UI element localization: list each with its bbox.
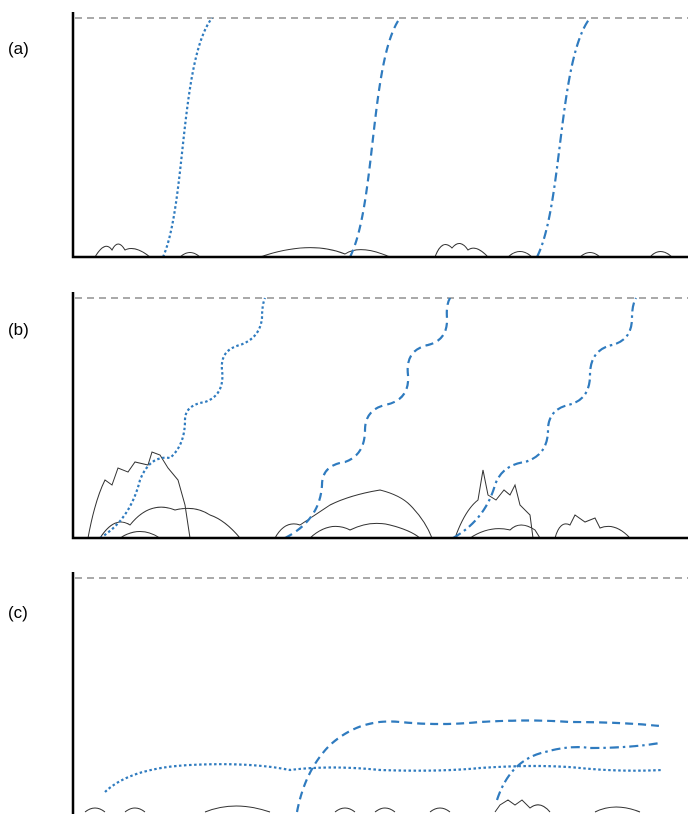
panel-label: (a): [8, 39, 29, 58]
surface-roughness: [87, 451, 631, 539]
front-curve: [104, 763, 663, 793]
panel-label: (c): [8, 603, 28, 622]
front-curve: [536, 17, 591, 258]
front-curve: [284, 297, 451, 539]
front-curve: [295, 719, 661, 813]
panel-b: (b): [8, 292, 688, 540]
front-curve: [99, 297, 267, 539]
panel-a: (a): [8, 12, 688, 259]
surface-roughness: [84, 799, 641, 813]
panel-c: (c): [8, 572, 688, 814]
axes: [71, 12, 688, 259]
panel-label: (b): [8, 320, 29, 339]
front-curve: [161, 17, 213, 258]
front-curve: [349, 17, 401, 258]
surface-roughness: [94, 243, 673, 258]
axes: [71, 292, 688, 540]
front-curve: [452, 297, 637, 539]
